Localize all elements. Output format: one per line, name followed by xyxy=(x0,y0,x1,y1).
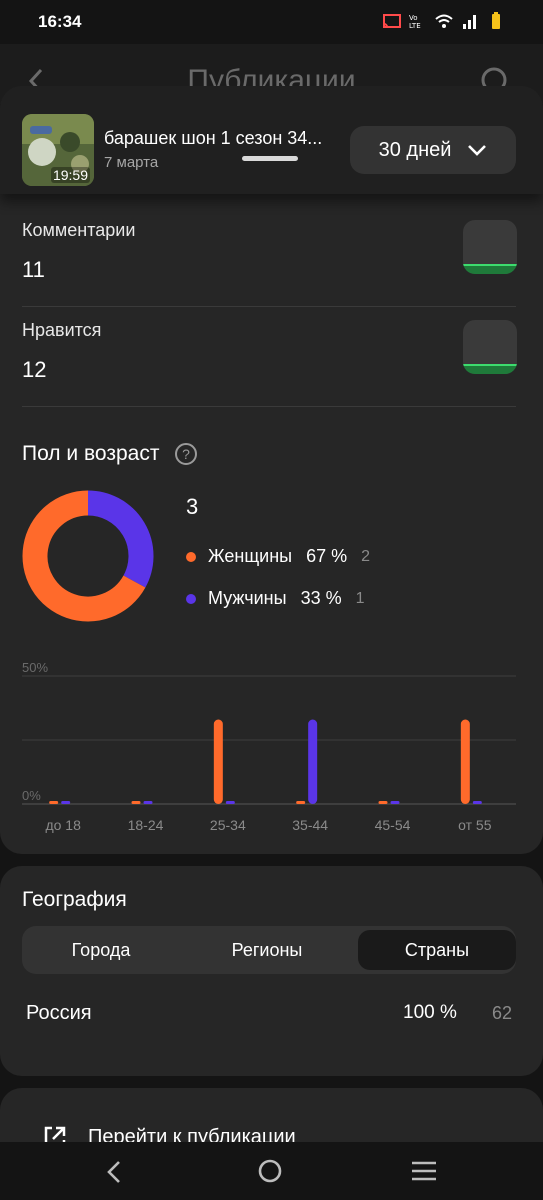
gender-donut-chart xyxy=(22,490,154,622)
bar-men-4 xyxy=(390,801,400,804)
men-dot xyxy=(186,593,196,604)
bar-men-5 xyxy=(472,801,482,804)
bar-women-4 xyxy=(378,801,388,804)
country-count: 62 xyxy=(492,1003,513,1023)
legend-men-label: Мужчины xyxy=(208,588,287,608)
divider xyxy=(22,406,516,407)
x-tick-label: 35-44 xyxy=(292,817,328,833)
x-tick-label: до 18 xyxy=(45,817,81,833)
donut-slice-women xyxy=(22,490,146,622)
geography-card: География Города Регионы Страны Россия 1… xyxy=(0,866,543,1076)
svg-text:Vo: Vo xyxy=(409,14,418,22)
gender-age-title: Пол и возраст xyxy=(22,442,160,465)
bar-women-3 xyxy=(296,801,306,804)
battery-icon xyxy=(492,12,500,29)
period-label: 30 дней xyxy=(378,138,452,161)
legend-women-percent: 67 % xyxy=(306,546,348,566)
country-name: Россия xyxy=(26,1002,92,1024)
video-thumbnail[interactable]: 19:59 xyxy=(22,114,94,186)
likes-value: 12 xyxy=(22,357,47,382)
help-icon[interactable]: ? xyxy=(174,442,198,466)
nav-menu-icon[interactable] xyxy=(410,1160,438,1182)
wifi-icon xyxy=(435,14,453,28)
legend-men-percent: 33 % xyxy=(300,588,342,608)
cast-icon xyxy=(383,14,401,28)
video-duration: 19:59 xyxy=(50,167,90,183)
bar-women-2 xyxy=(213,719,223,804)
publication-header: 19:59 барашек шон 1 сезон 34... 7 марта … xyxy=(0,86,543,194)
legend-men-count: 1 xyxy=(355,589,365,607)
legend-men: Мужчины 33 % 1 xyxy=(186,588,365,609)
legend-women-count: 2 xyxy=(361,547,371,565)
bar-men-2 xyxy=(225,801,235,804)
publication-title: барашек шон 1 сезон 34... xyxy=(104,128,323,148)
thumbnail-image xyxy=(22,114,94,186)
legend-women-label: Женщины xyxy=(208,546,293,566)
bar-men-0 xyxy=(61,801,71,804)
comments-value: 11 xyxy=(22,257,45,282)
publication-date: 7 марта xyxy=(104,154,159,171)
x-tick-label: 45-54 xyxy=(375,817,411,833)
status-icons: Vo LTE xyxy=(383,12,505,30)
bar-men-1 xyxy=(143,801,153,804)
comments-sparkline xyxy=(463,220,517,274)
gender-total: 3 xyxy=(186,494,199,519)
status-time: 16:34 xyxy=(38,12,82,31)
divider xyxy=(22,306,516,307)
signal-icon xyxy=(463,15,476,29)
tab-countries[interactable]: Страны xyxy=(358,930,516,970)
svg-text:?: ? xyxy=(182,446,190,462)
svg-text:LTE: LTE xyxy=(409,22,421,30)
x-tick-label: 18-24 xyxy=(128,817,164,833)
sheet-drag-handle[interactable] xyxy=(242,156,298,161)
bar-women-1 xyxy=(131,801,141,804)
bar-women-5 xyxy=(460,719,470,804)
y-tick-label: 0% xyxy=(22,788,41,803)
geography-tabs: Города Регионы Страны xyxy=(22,926,516,974)
bar-men-3 xyxy=(308,719,318,804)
likes-label: Нравится xyxy=(22,320,102,340)
x-tick-label: 25-34 xyxy=(210,817,246,833)
legend-women: Женщины 67 % 2 xyxy=(186,546,370,567)
comments-label: Комментарии xyxy=(22,220,136,240)
tab-regions[interactable]: Регионы xyxy=(231,940,303,960)
bar-women-0 xyxy=(49,801,59,804)
period-dropdown[interactable]: 30 дней xyxy=(350,126,516,174)
y-tick-label: 50% xyxy=(22,660,48,675)
nav-home-icon[interactable] xyxy=(258,1159,282,1183)
women-dot xyxy=(186,551,196,562)
donut-slice-men xyxy=(87,490,154,588)
tab-cities[interactable]: Города xyxy=(71,940,131,960)
system-nav-bar xyxy=(0,1142,543,1200)
country-percent: 100 % xyxy=(403,1002,457,1023)
x-tick-label: от 55 xyxy=(458,817,492,833)
nav-back-icon[interactable] xyxy=(104,1160,124,1184)
geography-title: География xyxy=(22,888,127,911)
status-bar: 16:34 Vo LTE xyxy=(0,0,543,44)
age-bar-chart: 50% 0% до 18 18-24 25-34 35-44 45-54 от 55 xyxy=(22,660,516,833)
go-to-publication-button[interactable]: Перейти к публикации xyxy=(0,1088,543,1148)
chevron-down-icon xyxy=(468,145,487,156)
stats-sheet: 19:59 барашек шон 1 сезон 34... 7 марта … xyxy=(0,86,543,854)
likes-sparkline xyxy=(463,320,517,374)
